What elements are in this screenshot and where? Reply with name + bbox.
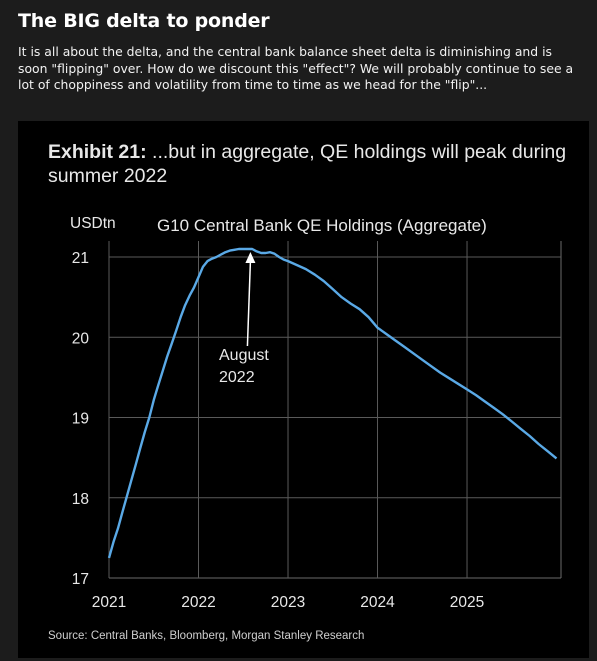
post-body-text: It is all about the delta, and the centr… [18, 44, 574, 92]
x-tick-label: 2024 [360, 594, 395, 611]
source-note: Source: Central Banks, Bloomberg, Morgan… [48, 630, 365, 642]
qe-holdings-line [107, 247, 558, 559]
annotation-label: August [219, 347, 269, 364]
y-tick-label: 19 [72, 411, 89, 428]
grid-lines [108, 241, 562, 579]
annotation-label: 2022 [219, 369, 255, 386]
y-tick-label: 21 [72, 250, 89, 267]
exhibit-caption: ...but in aggregate, QE holdings will pe… [48, 141, 567, 187]
annotation-arrow-head [245, 252, 256, 264]
y-unit-label: USDtn [70, 215, 116, 232]
x-tick-label: 2023 [271, 594, 305, 611]
exhibit-number: Exhibit 21: [48, 141, 147, 163]
x-tick-label: 2021 [92, 594, 126, 611]
post-title: The BIG delta to ponder [18, 10, 270, 32]
x-tick-label: 2022 [181, 594, 215, 611]
exhibit-figure: Exhibit 21: ...but in aggregate, QE hold… [18, 121, 589, 658]
y-tick-label: 17 [72, 571, 89, 588]
annotation-arrow-line [246, 260, 252, 347]
chart-title: G10 Central Bank QE Holdings (Aggregate) [157, 216, 487, 235]
y-tick-label: 20 [72, 330, 90, 347]
annotation-august-2022: August 2022 [219, 252, 269, 386]
qe-holdings-chart: USDtn G10 Central Bank QE Holdings (Aggr… [70, 215, 562, 611]
exhibit-heading: Exhibit 21: ...but in aggregate, QE hold… [48, 140, 578, 188]
y-tick-label: 18 [72, 491, 89, 508]
series-layer [107, 247, 558, 559]
x-tick-label: 2025 [450, 594, 484, 611]
